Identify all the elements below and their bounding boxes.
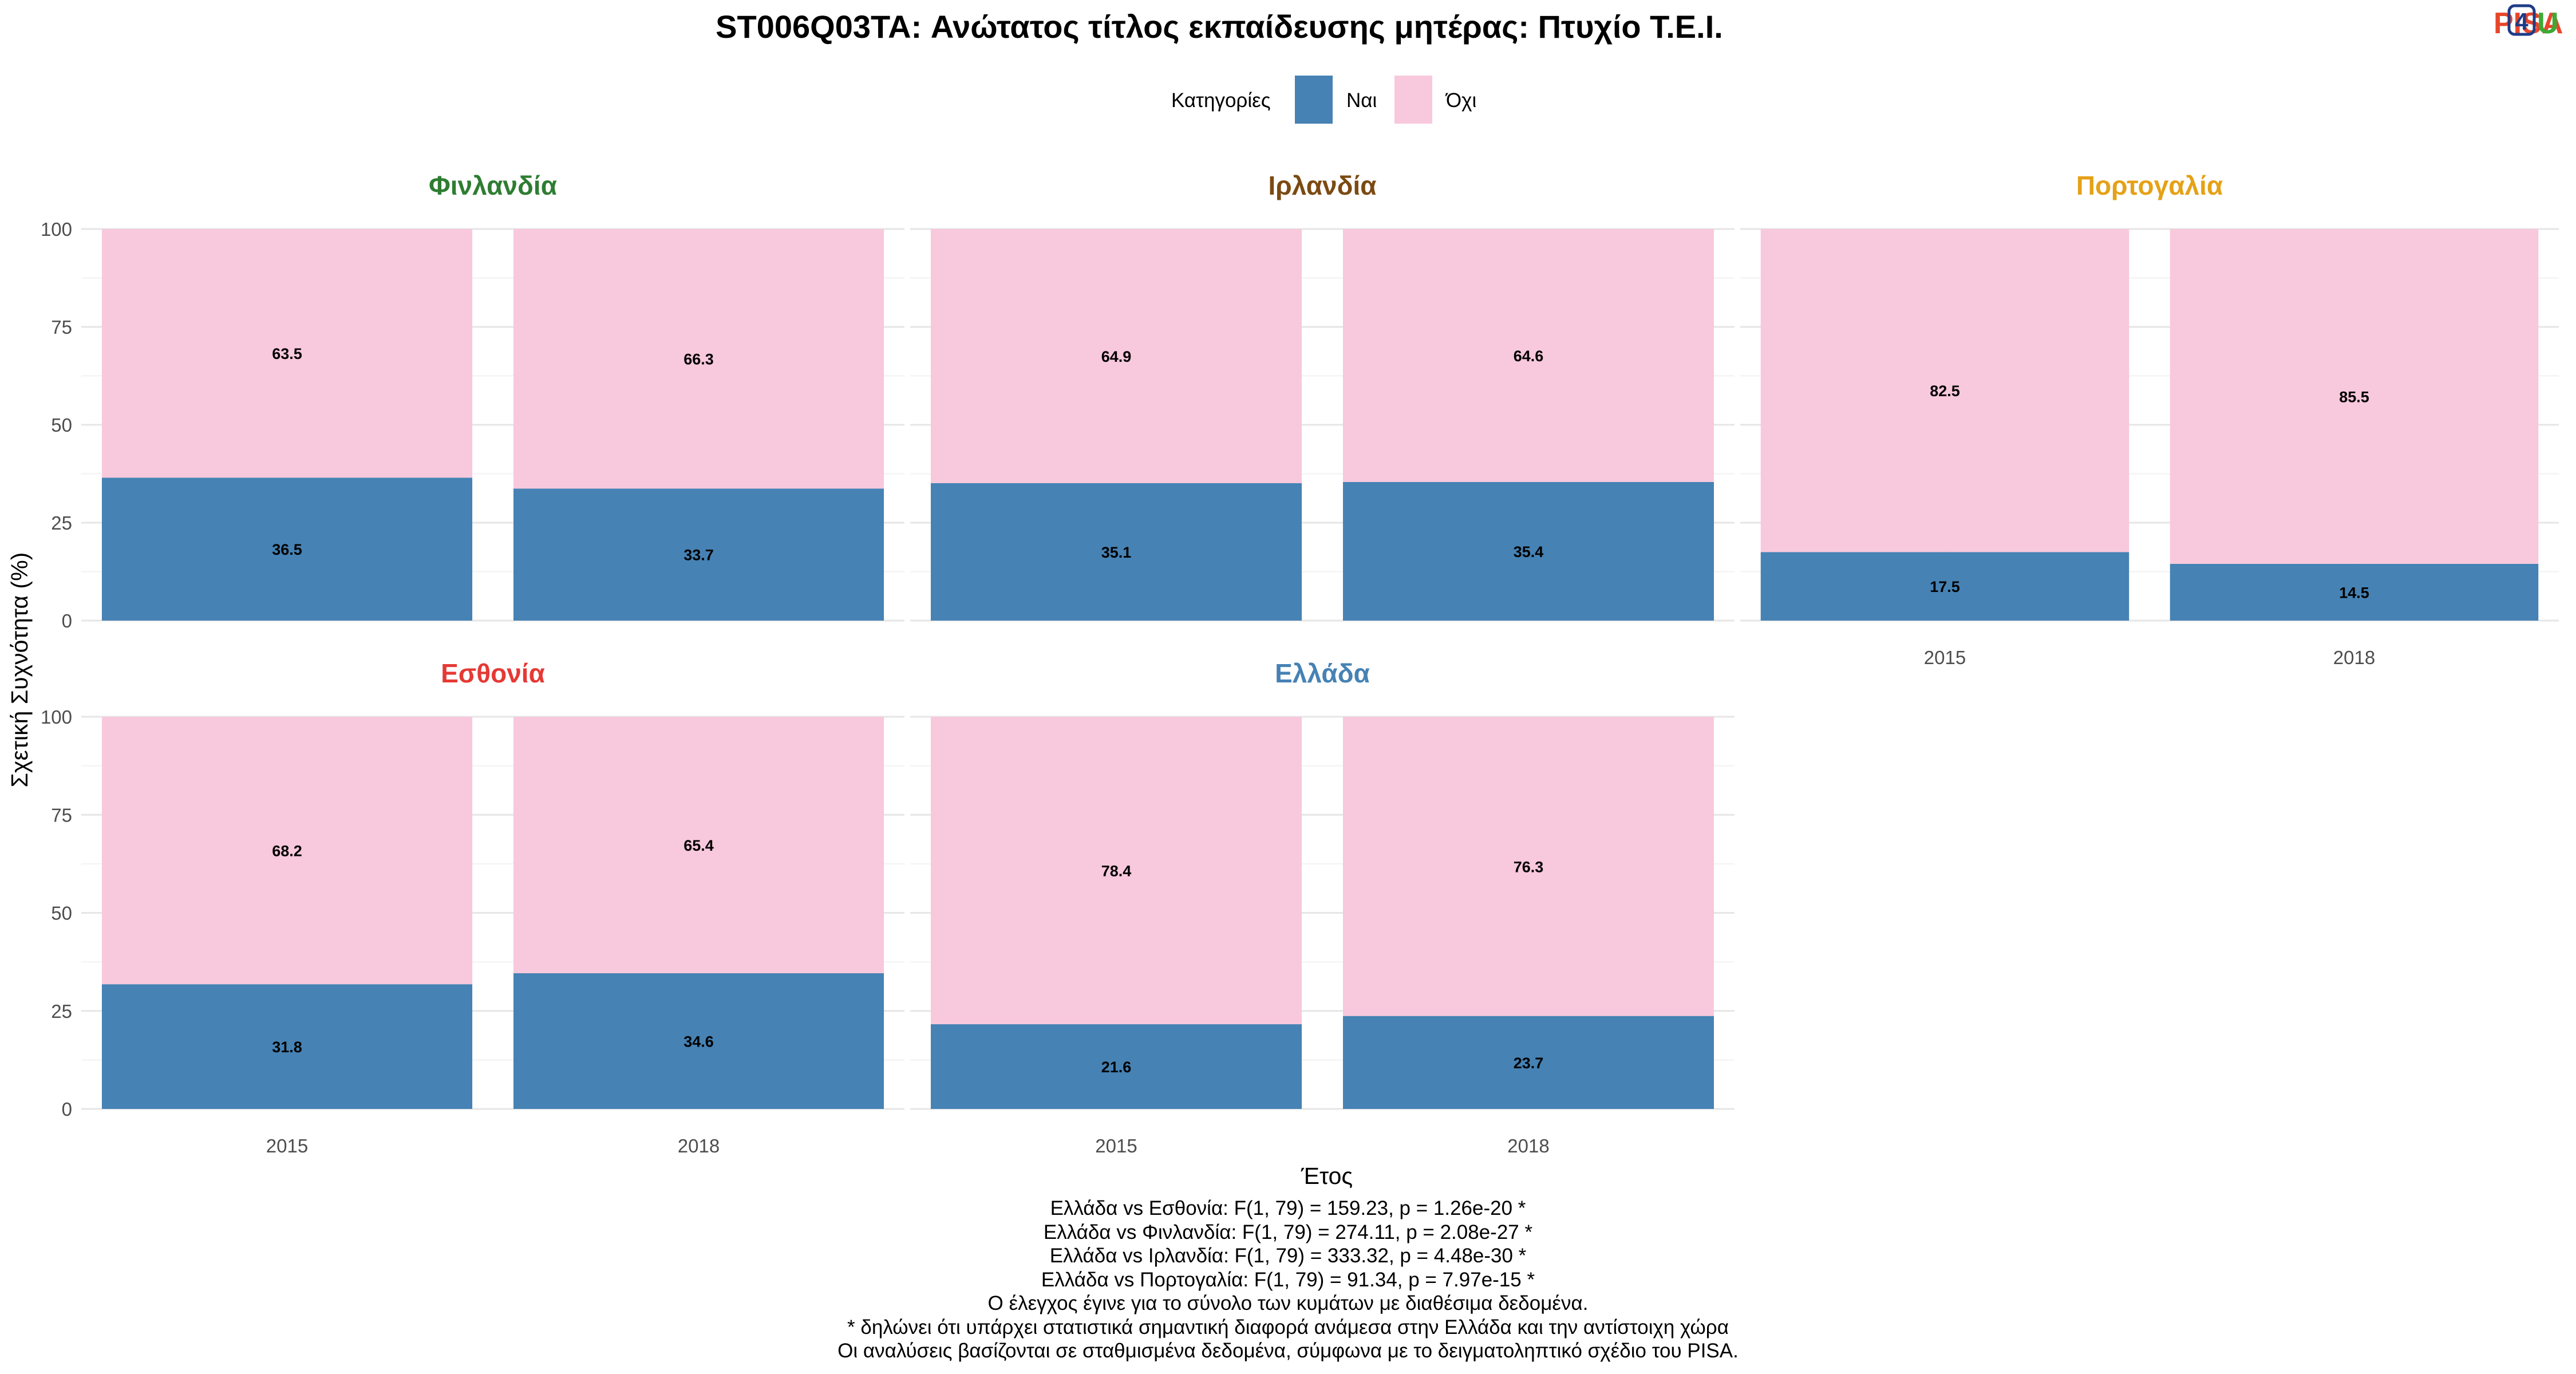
- facet-panel: Εσθονία 0 25 50 75 100 31.8 68.2 34.6 65.4 2015 201…: [41, 658, 904, 1156]
- data-label: 33.7: [683, 547, 714, 564]
- data-label: 34.6: [683, 1033, 714, 1050]
- facet-panel: Ελλάδα 21.6 78.4 23.7 76.3 2015 2018: [910, 658, 1735, 1156]
- bar-segment-yes: [2170, 563, 2539, 621]
- bar-segment-no: [101, 717, 473, 985]
- data-label: 66.3: [683, 351, 714, 368]
- bar-segment-no: [513, 229, 884, 489]
- y-tick-label: 100: [41, 219, 72, 240]
- bar-segment-yes: [513, 488, 884, 621]
- logo-text-right: U: [2537, 7, 2559, 40]
- facet-panel: Πορτογαλία 17.5 82.5 14.5 85.5 2015 2018: [1740, 171, 2559, 668]
- x-tick-label: 2018: [2333, 647, 2375, 668]
- y-tick-label: 75: [51, 804, 72, 826]
- data-label: 31.8: [272, 1039, 302, 1056]
- facet-title: Εσθονία: [441, 658, 545, 688]
- legend-label-yes: Ναι: [1346, 89, 1377, 112]
- y-tick-label: 25: [51, 512, 72, 534]
- footnote: Ελλάδα vs Πορτογαλία: F(1, 79) = 91.34, …: [1041, 1268, 1535, 1291]
- data-label: 23.7: [1514, 1055, 1544, 1072]
- x-tick-label: 2018: [1507, 1135, 1549, 1156]
- legend-label-no: Όχι: [1445, 89, 1476, 112]
- data-label: 78.4: [1101, 863, 1132, 880]
- bar-segment-no: [931, 229, 1302, 483]
- facet-title: Ελλάδα: [1275, 658, 1370, 688]
- legend: Κατηγορίες Ναι Όχι: [1171, 76, 1476, 124]
- data-label: 85.5: [2339, 388, 2369, 405]
- y-tick-label: 0: [62, 1099, 72, 1120]
- x-tick-label: 2015: [266, 1135, 308, 1156]
- logo-text-digit: 4: [2515, 8, 2528, 35]
- footnote: Ο έλεγχος έγινε για το σύνολο των κυμάτω…: [987, 1292, 1589, 1314]
- x-tick-label: 2018: [678, 1135, 720, 1156]
- data-label: 65.4: [683, 837, 714, 854]
- bar-segment-no: [513, 717, 884, 973]
- bar-segment-no: [931, 717, 1302, 1025]
- footnote: Ελλάδα vs Εσθονία: F(1, 79) = 159.23, p …: [1050, 1197, 1526, 1219]
- bar-segment-yes: [931, 483, 1302, 621]
- bar-segment-no: [2170, 229, 2539, 564]
- footnote: Ελλάδα vs Φινλανδία: F(1, 79) = 274.11, …: [1043, 1221, 1533, 1243]
- bar-segment-yes: [1343, 1016, 1714, 1109]
- data-label: 64.6: [1514, 348, 1544, 365]
- y-tick-label: 100: [41, 706, 72, 728]
- data-label: 36.5: [272, 541, 302, 558]
- bar-segment-no: [1343, 717, 1714, 1016]
- legend-title: Κατηγορίες: [1171, 89, 1271, 112]
- y-tick-label: 50: [51, 903, 72, 924]
- bar-segment-yes: [931, 1024, 1302, 1109]
- logo-digit-box: [2507, 4, 2536, 36]
- legend-swatch-yes: [1295, 76, 1333, 124]
- facet-title: Φινλανδία: [429, 171, 557, 200]
- bar-segment-no: [1760, 229, 2129, 552]
- x-axis-label: Έτος: [1301, 1163, 1353, 1189]
- footnotes: Ελλάδα vs Εσθονία: F(1, 79) = 159.23, p …: [0, 1197, 2576, 1363]
- data-label: 17.5: [1930, 578, 1960, 595]
- x-tick-label: 2015: [1095, 1135, 1137, 1156]
- data-label: 14.5: [2339, 584, 2369, 601]
- facet-panel: Φινλανδία 0 25 50 75 100 36.5 63.5 33.7 66.3: [41, 171, 904, 631]
- facet-panel: Ιρλανδία 35.1 64.9 35.4 64.6: [910, 171, 1735, 622]
- data-label: 63.5: [272, 345, 302, 362]
- y-tick-label: 75: [51, 317, 72, 338]
- facet-title: Ιρλανδία: [1268, 171, 1376, 200]
- footnote: * δηλώνει ότι υπάρχει στατιστικά σημαντι…: [847, 1316, 1729, 1339]
- bar-segment-no: [1343, 229, 1714, 482]
- bar-segment-yes: [1343, 481, 1714, 621]
- chart-title: ST006Q03TA: Ανώτατος τίτλος εκπαίδευσης …: [716, 9, 1723, 45]
- data-label: 76.3: [1514, 858, 1544, 875]
- y-tick-label: 50: [51, 414, 72, 436]
- footnote: Ελλάδα vs Ιρλανδία: F(1, 79) = 333.32, p…: [1049, 1245, 1527, 1267]
- bar-segment-yes: [101, 984, 473, 1109]
- y-axis-label: Σχετική Συχνότητα (%): [6, 552, 33, 788]
- bar-segment-yes: [1760, 552, 2129, 621]
- x-tick-label: 2015: [1924, 647, 1966, 668]
- plot-area: Φινλανδία 0 25 50 75 100 36.5 63.5 33.7 66.3 Ιρλαν…: [41, 171, 2559, 1156]
- y-tick-label: 25: [51, 1001, 72, 1022]
- legend-swatch-no: [1394, 76, 1432, 124]
- footnote: Οι αναλύσεις βασίζονται σε σταθμισμένα δ…: [837, 1340, 1739, 1362]
- pisa4u-logo: PISA 4 U: [2494, 4, 2563, 40]
- data-label: 21.6: [1101, 1059, 1132, 1076]
- data-label: 64.9: [1101, 348, 1132, 365]
- data-label: 68.2: [272, 843, 302, 860]
- data-label: 82.5: [1930, 382, 1960, 400]
- bar-segment-yes: [101, 477, 473, 621]
- y-tick-label: 0: [62, 610, 72, 631]
- facet-title: Πορτογαλία: [2076, 171, 2223, 200]
- data-label: 35.1: [1101, 544, 1132, 561]
- data-label: 35.4: [1514, 543, 1544, 560]
- bar-segment-yes: [513, 973, 884, 1109]
- bar-segment-no: [101, 229, 473, 478]
